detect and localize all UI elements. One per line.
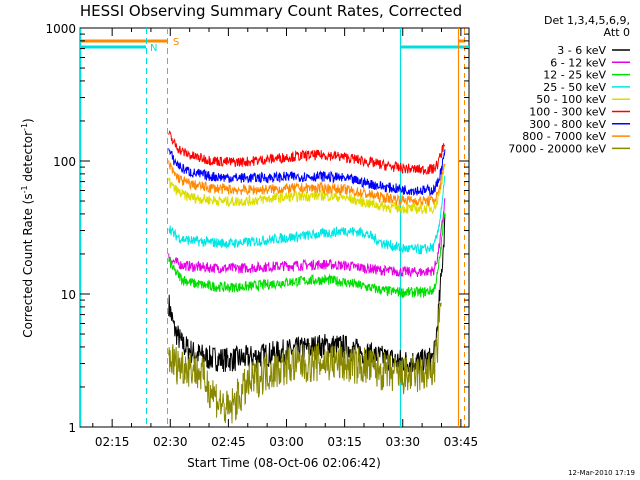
- y-tick-label-1: 10: [61, 288, 76, 302]
- series-line-1: [168, 198, 446, 278]
- chart-title: HESSI Observing Summary Count Rates, Cor…: [80, 2, 462, 20]
- axes-layer: 02:15 02:30 02:45 03:00 03:15 03:30 03:45 1 10 10…: [45, 22, 478, 449]
- series-line-5: [168, 130, 446, 175]
- x-tick-label-4: 03:15: [327, 435, 362, 449]
- saa-marker-label: S: [173, 37, 179, 48]
- legend-label-6: 300 - 800 keV: [529, 118, 606, 131]
- status-markers: N S: [79, 28, 469, 427]
- y-axis-label-sup1: -1: [20, 185, 29, 193]
- x-tick-label-3: 03:00: [269, 435, 304, 449]
- x-tick-label-2: 02:45: [211, 435, 246, 449]
- legend-label-0: 3 - 6 keV: [557, 44, 606, 57]
- legend-label-3: 25 - 50 keV: [543, 81, 606, 94]
- series-layer: [168, 130, 446, 424]
- y-tick-label-2: 100: [53, 155, 76, 169]
- x-tick-label-5: 03:30: [385, 435, 420, 449]
- series-line-2: [168, 212, 446, 299]
- x-axis-label: Start Time (08-Oct-06 02:06:42): [187, 456, 381, 470]
- legend-label-7: 800 - 7000 keV: [522, 130, 606, 143]
- y-axis-label-part2: detector: [21, 131, 35, 186]
- y-axis-label-part1: Corrected Count Rate (s: [21, 193, 35, 337]
- y-axis-label: Corrected Count Rate (s-1 detector-1): [20, 118, 35, 337]
- y-tick-label-0: 1: [68, 421, 76, 435]
- legend-label-5: 100 - 300 keV: [529, 106, 606, 119]
- y-axis-label-sup2: -1: [20, 123, 29, 131]
- legend-label-2: 12 - 25 keV: [543, 69, 606, 82]
- series-line-3: [168, 175, 446, 255]
- x-tick-label-6: 03:45: [444, 435, 479, 449]
- legend-label-8: 7000 - 20000 keV: [508, 142, 606, 155]
- legend-label-4: 50 - 100 keV: [536, 93, 606, 106]
- x-tick-label-0: 02:15: [95, 435, 130, 449]
- series-line-6: [168, 148, 446, 197]
- y-tick-label-3: 1000: [45, 22, 76, 36]
- x-tick-label-1: 02:30: [153, 435, 188, 449]
- series-line-7: [168, 160, 446, 207]
- y-axis-label-part3: ): [21, 118, 35, 123]
- legend-header-line2: Att 0: [604, 26, 630, 39]
- footer-date: 12-Mar-2010 17:19: [568, 469, 635, 477]
- night-marker-label: N: [150, 43, 157, 54]
- series-line-8: [168, 302, 442, 424]
- legend-label-1: 6 - 12 keV: [550, 56, 606, 69]
- series-line-4: [168, 163, 446, 215]
- legend-header-line1: Det 1,3,4,5,6,9,: [544, 14, 630, 27]
